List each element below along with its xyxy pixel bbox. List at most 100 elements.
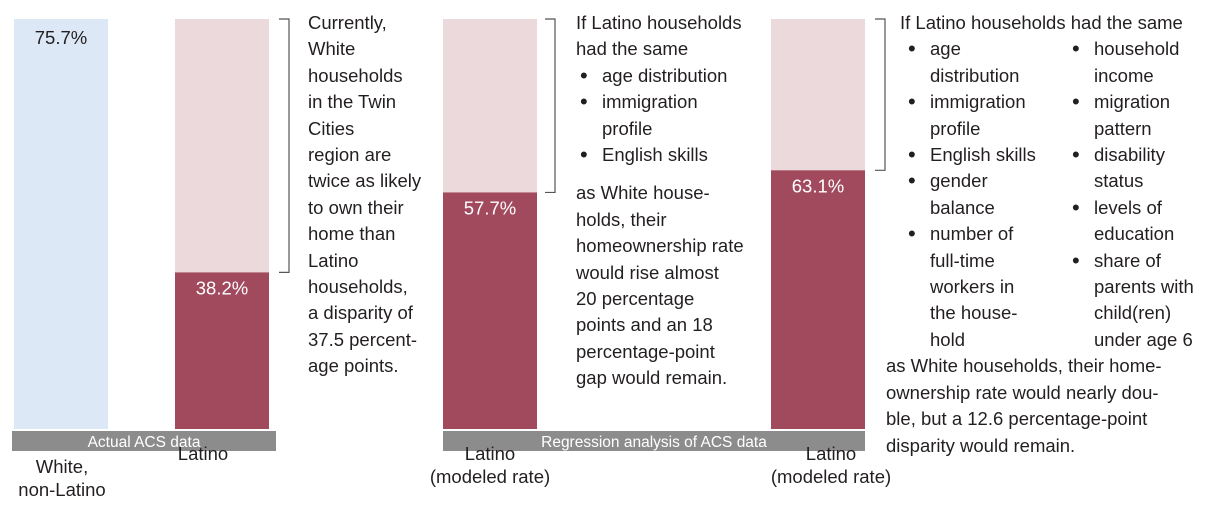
a3-factor-right-item-0: household income — [1068, 36, 1194, 89]
a3-factor-left-item-4-line-2: workers in — [930, 276, 1015, 298]
a3-factor-right-item-1: migration pattern — [1068, 89, 1194, 142]
a3-factor-left-item-1-line-1: profile — [930, 117, 981, 139]
a2-outro-line-3: would rise almost — [576, 261, 719, 283]
category-label-2-0: Latino — [465, 443, 515, 464]
a3-factor-left-item-0-line-0: age — [930, 38, 961, 60]
a3-factor-left-item-1: immigration profile — [904, 89, 1052, 142]
a3-factor-right-item-4-line-1: parents with — [1094, 276, 1194, 298]
a2-outro-line-4: 20 percentage — [576, 288, 695, 310]
a1-line-13: age points. — [308, 355, 399, 377]
factor-list-right: household income migration pattern disabilit… — [1068, 36, 1194, 353]
group-bar-0 — [12, 431, 276, 451]
bars-layer — [14, 19, 865, 430]
a3-factor-right-item-0-line-0: household — [1094, 38, 1180, 60]
annotation-model-all-factors: If Latino households had the same age dis… — [886, 10, 1194, 459]
labels-layer: 75.7% White,non-Latino 38.2% Latino 57.7% Lat… — [18, 27, 891, 500]
a3-factor-left-item-2-line-0: English skills — [930, 144, 1036, 166]
group-label-0: Actual ACS data — [88, 434, 201, 451]
category-label-1-0: Latino — [178, 443, 228, 464]
a2-outro-line-0: as White house- — [576, 182, 710, 204]
a3-factor-right-item-2-line-1: status — [1094, 170, 1144, 192]
category-label-3-0: Latino — [806, 443, 856, 464]
category-label-0-0: White, — [36, 456, 88, 477]
a2-intro-line-1: had the same — [576, 38, 689, 60]
a3-factor-right-item-3-line-1: education — [1094, 223, 1175, 245]
group-bars-layer: Actual ACS data Regression analysis of AC… — [12, 431, 865, 451]
bar-remainder-3 — [771, 19, 865, 171]
a3-factor-left-item-1-line-0: immigration — [930, 91, 1026, 113]
brackets-layer — [279, 18, 886, 273]
a3-factor-left-item-4-line-4: hold — [930, 328, 965, 350]
bracket-model-gap-2 — [875, 18, 886, 171]
a3-outro-line-1: ownership rate would nearly dou- — [886, 381, 1159, 403]
a1-line-3: in the Twin — [308, 91, 397, 113]
a3-factor-right-item-4-line-2: child(ren) — [1094, 302, 1172, 324]
bar-white-non-latino — [14, 19, 108, 429]
a1-line-0: Currently, — [308, 12, 387, 33]
value-label-0: 75.7% — [35, 27, 87, 48]
a2-outro-line-1: holds, their — [576, 208, 667, 230]
a3-factor-right-item-1-line-0: migration — [1094, 91, 1171, 113]
a1-line-9: Latino — [308, 249, 359, 271]
factor-list-3: age distribution immigration profile Englis… — [576, 63, 744, 169]
a1-line-1: White — [308, 38, 356, 60]
group-bar-1 — [443, 431, 865, 451]
a3-outro-line-0: as White households, their home- — [886, 355, 1162, 377]
a3-factor-right-item-2: disability status — [1068, 142, 1194, 195]
bar-remainder-1 — [175, 19, 269, 273]
a2-factor-item-1: immigration profile — [576, 89, 744, 142]
bracket-current-gap — [279, 18, 290, 273]
a2-outro-line-2: homeownership rate — [576, 235, 744, 257]
group-label-1: Regression analysis of ACS data — [541, 434, 767, 451]
a2-factor-item-1-line-0: immigration — [602, 91, 698, 113]
a3-factor-right-item-3-line-0: levels of — [1094, 196, 1162, 218]
a2-outro-line-7: gap would remain. — [576, 367, 728, 389]
annotation-intro: If Latino households had the same — [900, 12, 1183, 33]
a3-factor-right-item-0-line-1: income — [1094, 64, 1154, 86]
a3-factor-right-item-1-line-1: pattern — [1094, 117, 1152, 139]
a3-factor-left-item-3: gender balance — [904, 168, 1052, 221]
a1-line-4: Cities — [308, 117, 355, 139]
a1-line-8: home than — [308, 223, 396, 245]
a2-outro-line-5: points and an 18 — [576, 314, 713, 336]
category-label-0-1: non-Latino — [18, 479, 105, 500]
a3-factor-right-item-2-line-0: disability — [1094, 144, 1165, 166]
a3-factor-left-item-3-line-1: balance — [930, 196, 995, 218]
category-label-3-1: (modeled rate) — [771, 466, 891, 487]
a3-factor-right-item-4-line-0: share of — [1094, 249, 1161, 271]
a3-outro-line-3: disparity would remain. — [886, 434, 1076, 456]
a2-factor-item-0-line-0: age distribution — [602, 64, 728, 86]
a3-outro-line-2: ble, but a 12.6 percentage-point — [886, 408, 1148, 430]
a2-factor-item-0: age distribution — [576, 63, 744, 90]
bar-latino-2 — [443, 192, 537, 429]
category-label-2-1: (modeled rate) — [430, 466, 550, 487]
value-label-1: 38.2% — [196, 277, 248, 298]
bracket-model-gap-1 — [545, 18, 556, 194]
a2-outro-line-6: percentage-point — [576, 340, 715, 362]
a3-factor-right-item-3: levels of education — [1068, 195, 1194, 248]
bar-latino-3 — [771, 170, 865, 430]
a1-line-2: households — [308, 64, 403, 86]
a1-line-5: region are — [308, 144, 392, 166]
value-label-2: 57.7% — [464, 197, 516, 218]
a2-intro-line-0: If Latino households — [576, 12, 742, 33]
a3-factor-right-item-4-line-3: under age 6 — [1094, 328, 1193, 350]
a1-line-12: 37.5 percent- — [308, 328, 418, 350]
a3-factor-left-item-3-line-0: gender — [930, 170, 988, 192]
bar-latino-1 — [175, 272, 269, 429]
a1-line-6: twice as likely — [308, 170, 422, 192]
a3-factor-left-item-0: age distribution — [904, 36, 1052, 89]
a3-factor-left-item-2: English skills — [904, 142, 1052, 169]
a2-factor-item-2-line-0: English skills — [602, 144, 708, 166]
a2-factor-item-1-line-1: profile — [602, 117, 653, 139]
bar-remainder-2 — [443, 19, 537, 193]
a3-factor-left-item-4-line-1: full-time — [930, 249, 995, 271]
annotation-model-three-factors: If Latino households had the same age dis… — [576, 10, 744, 392]
annotation-current-disparity: Currently, White households in the Twin Citi… — [308, 10, 421, 380]
a1-line-10: households, — [308, 276, 408, 298]
a3-factor-left-item-4-line-0: number of — [930, 223, 1014, 245]
a2-factor-item-2: English skills — [576, 142, 744, 169]
a3-factor-left-item-4: number of full-time workers in the house-ho… — [904, 221, 1052, 353]
value-label-3: 63.1% — [792, 175, 844, 196]
